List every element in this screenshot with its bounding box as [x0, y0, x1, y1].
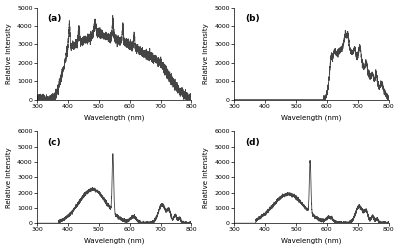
- Y-axis label: Relative Intensity: Relative Intensity: [6, 147, 12, 208]
- Text: (c): (c): [48, 138, 61, 146]
- Text: (a): (a): [48, 14, 62, 23]
- Text: (b): (b): [245, 14, 260, 23]
- Y-axis label: Relative Intensity: Relative Intensity: [203, 147, 209, 208]
- Text: (d): (d): [245, 138, 260, 146]
- X-axis label: Wavelength (nm): Wavelength (nm): [281, 238, 342, 244]
- X-axis label: Wavelength (nm): Wavelength (nm): [84, 238, 144, 244]
- Y-axis label: Relative Intensity: Relative Intensity: [203, 23, 209, 84]
- X-axis label: Wavelength (nm): Wavelength (nm): [281, 114, 342, 121]
- Y-axis label: Relative Intensity: Relative Intensity: [6, 23, 12, 84]
- X-axis label: Wavelength (nm): Wavelength (nm): [84, 114, 144, 121]
